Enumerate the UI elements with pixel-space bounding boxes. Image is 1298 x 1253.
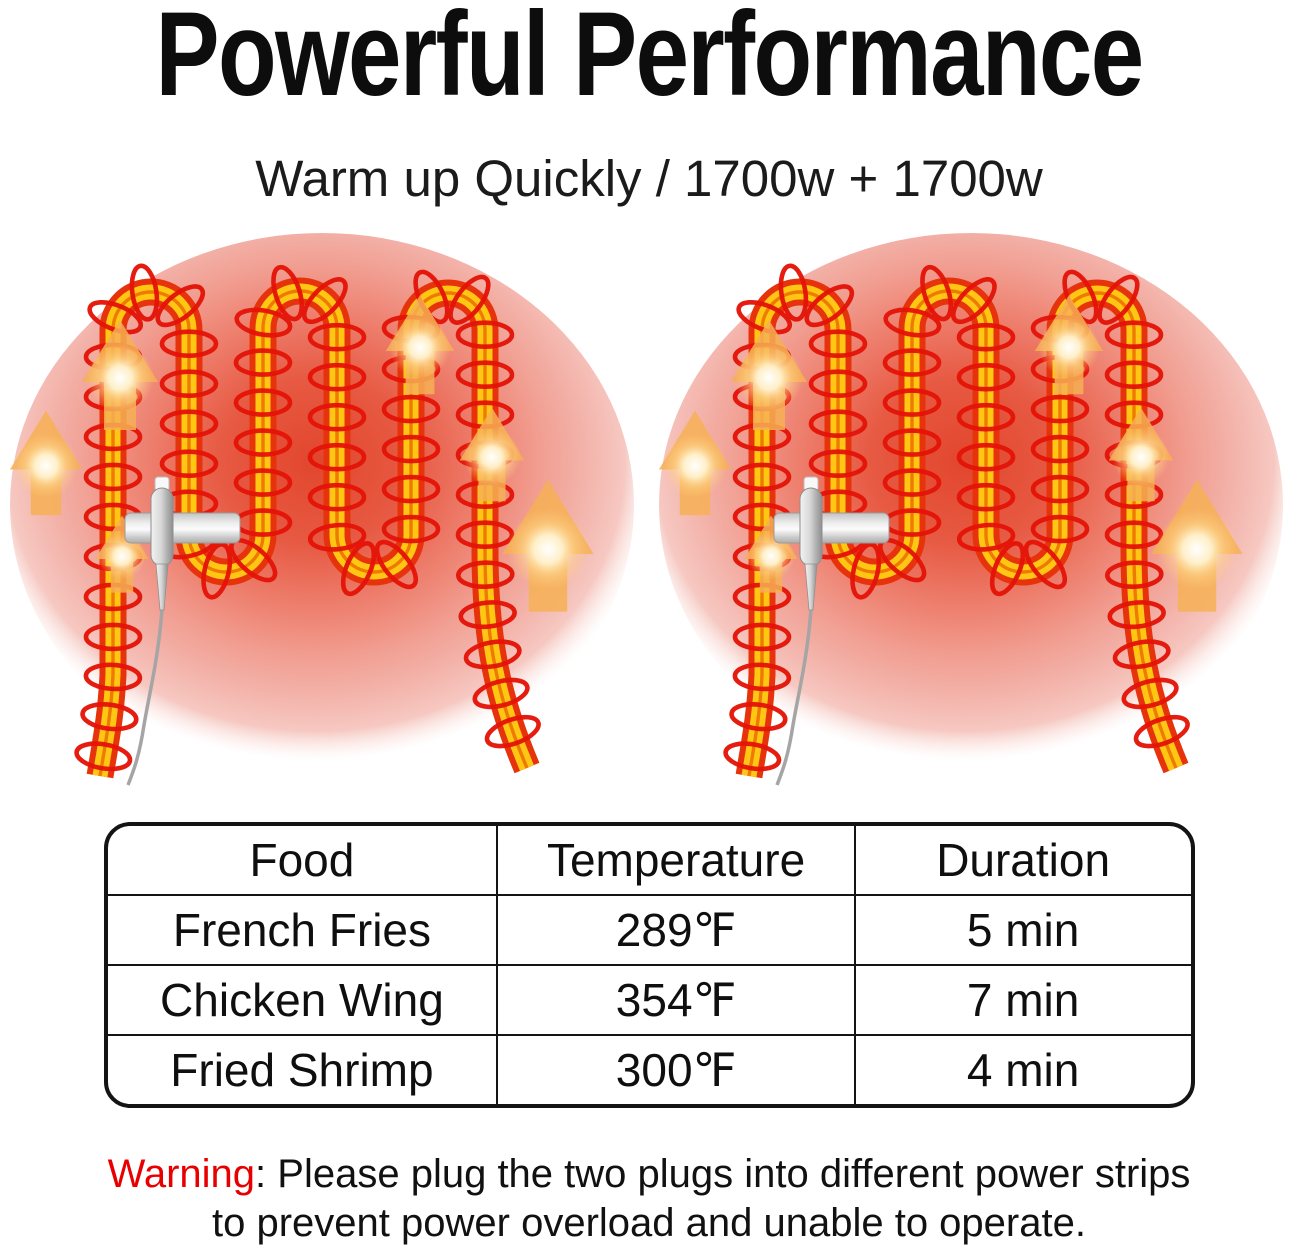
food-cell: Fried Shrimp xyxy=(107,1033,498,1104)
temperature-cell: 300℉ xyxy=(496,1033,855,1104)
warning-line-2: to prevent power overload and unable to … xyxy=(0,1199,1298,1249)
temperature-cell: 289℉ xyxy=(496,893,855,965)
cooking-guide-table: Food Temperature Duration French Fries 2… xyxy=(103,821,1195,1108)
warning-text-1: Please plug the two plugs into different… xyxy=(277,1151,1191,1196)
table-row: Chicken Wing 354℉ 7 min xyxy=(107,963,1191,1035)
table-row: French Fries 289℉ 5 min xyxy=(107,893,1191,965)
heating-element-illustration-right xyxy=(649,220,1298,820)
heating-element-illustration-left xyxy=(0,220,649,820)
page-title: Powerful Performance xyxy=(155,0,1145,121)
table-row: Fried Shrimp 300℉ 4 min xyxy=(107,1033,1191,1104)
warning-text-2: to prevent power overload and unable to … xyxy=(212,1201,1086,1246)
table-header-row: Food Temperature Duration xyxy=(108,825,1191,895)
temperature-cell: 354℉ xyxy=(496,963,855,1035)
column-header-food: Food xyxy=(249,833,355,886)
warning-separator: : xyxy=(255,1151,278,1196)
food-cell: Chicken Wing xyxy=(107,963,498,1035)
warning-label: Warning xyxy=(107,1151,256,1196)
duration-cell: 7 min xyxy=(853,963,1191,1035)
column-header-duration: Duration xyxy=(853,825,1191,895)
warning-note: Warning: Please plug the two plugs into … xyxy=(0,1150,1298,1249)
food-cell: French Fries xyxy=(107,893,498,965)
heating-elements-figure xyxy=(0,220,1298,820)
warning-line-1: Warning: Please plug the two plugs into … xyxy=(0,1150,1298,1200)
column-header-temperature: Temperature xyxy=(496,825,855,895)
duration-cell: 5 min xyxy=(853,893,1191,965)
subtitle: Warm up Quickly / 1700w + 1700w xyxy=(255,150,1043,207)
duration-cell: 4 min xyxy=(853,1033,1191,1104)
